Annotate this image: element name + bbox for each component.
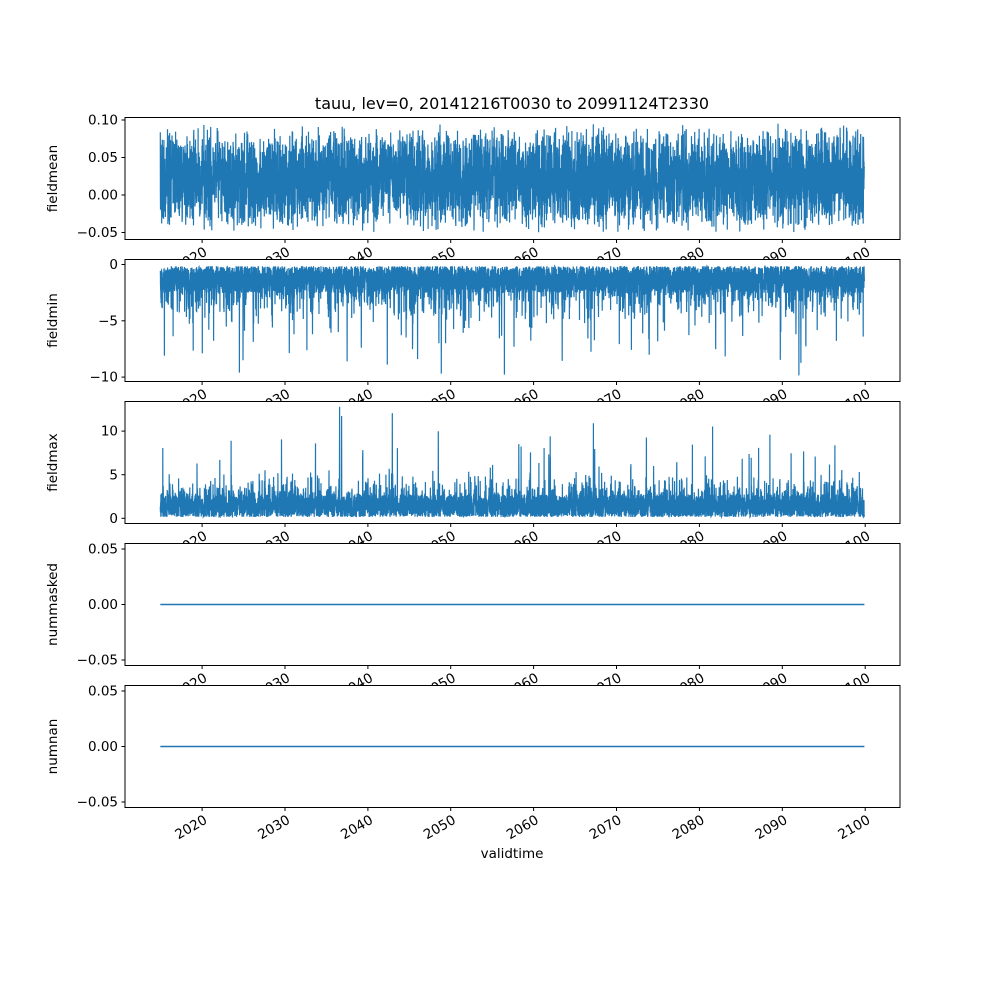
y-tick-label: 0: [109, 257, 118, 273]
y-axis-label-numnan: numnan: [45, 719, 61, 775]
y-tick-label: 0.00: [88, 597, 118, 613]
y-axis-label-nummasked: nummasked: [45, 563, 61, 646]
y-axis-label-fieldmin: fieldmin: [45, 293, 61, 348]
series-line-fieldmax: [159, 406, 865, 520]
y-tick-label: −0.05: [77, 225, 118, 241]
y-tick-label: 0.00: [88, 188, 118, 204]
series-line-fieldmin: [159, 264, 865, 376]
y-tick-label: −0.05: [77, 653, 118, 669]
y-tick-label: 0.05: [88, 150, 118, 166]
y-tick-label: 0.05: [88, 684, 118, 700]
y-tick-label: −10: [90, 370, 119, 386]
y-tick-label: 5: [109, 467, 118, 483]
y-tick-label: 0.05: [88, 542, 118, 558]
x-axis-label: validtime: [481, 846, 544, 862]
axes-frame: [124, 117, 901, 240]
y-tick-label: 0.10: [88, 113, 118, 129]
y-axis-label-fieldmax: fieldmax: [45, 433, 61, 492]
axes-frame: [124, 401, 901, 524]
y-axis-label-fieldmean: fieldmean: [45, 145, 61, 212]
y-tick-label: −5: [98, 313, 118, 329]
y-tick-label: −0.05: [77, 795, 118, 811]
y-tick-label: 10: [101, 424, 118, 440]
y-tick-label: 0.00: [88, 739, 118, 755]
chart-title: tauu, lev=0, 20141216T0030 to 20991124T2…: [315, 94, 709, 113]
y-tick-label: 0: [109, 511, 118, 527]
series-line-fieldmean: [159, 123, 865, 233]
